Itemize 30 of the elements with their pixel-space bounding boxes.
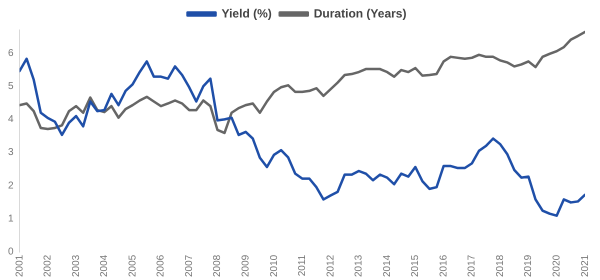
y-tick-label: 0 xyxy=(8,246,14,258)
x-tick-label: 2002 xyxy=(42,254,54,278)
x-tick-label: 2007 xyxy=(184,254,195,278)
x-tick-label: 2021 xyxy=(580,254,591,278)
x-tick-label: 2009 xyxy=(240,254,252,278)
x-tick-label: 2017 xyxy=(466,254,478,278)
x-tick-label: 2019 xyxy=(523,254,534,278)
x-tick-label: 2010 xyxy=(268,254,280,278)
x-tick-label: 2014 xyxy=(382,254,393,278)
y-tick-label: 5 xyxy=(8,81,14,92)
x-tick-label: 2016 xyxy=(438,254,450,278)
x-tick-label: 2006 xyxy=(156,254,167,278)
x-tick-label: 2018 xyxy=(494,254,506,278)
y-tick-label: 2 xyxy=(8,180,14,192)
y-tick-label: 3 xyxy=(8,147,14,158)
x-tick-label: 2012 xyxy=(325,254,336,278)
x-tick-label: 2003 xyxy=(70,254,82,278)
y-tick-label: 4 xyxy=(8,114,14,126)
x-tick-label: 2011 xyxy=(297,254,308,276)
y-tick-label: 1 xyxy=(8,213,14,224)
x-tick-label: 2005 xyxy=(127,254,138,278)
x-tick-label: 2015 xyxy=(410,254,422,278)
x-tick-label: 2008 xyxy=(212,254,224,278)
legend-label: Yield (%) xyxy=(222,6,272,20)
x-tick-label: 2013 xyxy=(354,254,365,278)
y-tick-label: 6 xyxy=(8,48,14,59)
x-tick-label: 2020 xyxy=(551,254,562,278)
x-tick-label: 2001 xyxy=(14,254,26,278)
x-tick-label: 2004 xyxy=(99,254,110,278)
legend-label: Duration (Years) xyxy=(314,6,406,20)
